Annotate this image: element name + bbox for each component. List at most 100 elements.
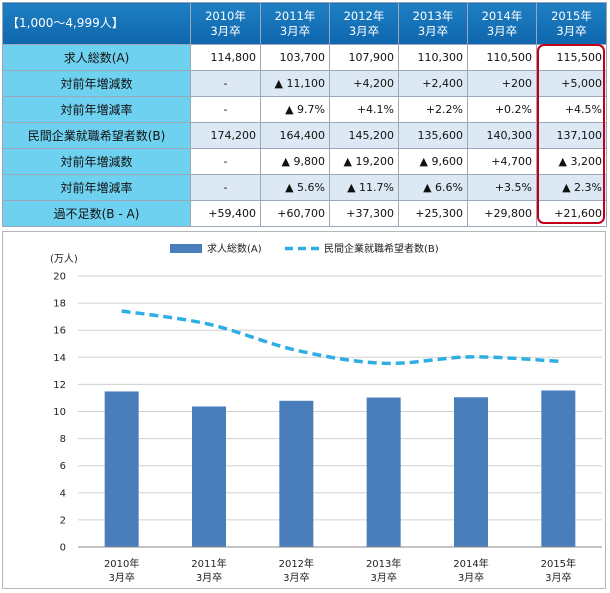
table-cell: +5,000 [536, 70, 607, 97]
table-cell: ▲ 11,100 [260, 70, 330, 97]
row-label: 対前年増減数 [2, 148, 191, 175]
table-header-row: 【1,000～4,999人】 2010年 3月卒 2011年 3月卒 2012年 3月… [2, 2, 607, 45]
table-cell: +25,300 [398, 200, 468, 227]
y-tick-label: 0 [60, 543, 66, 554]
y-tick-label: 8 [60, 434, 66, 445]
x-tick-label-month: 3月卒 [108, 571, 134, 584]
x-tick-label-month: 3月卒 [283, 571, 309, 584]
table-row: 対前年増減数 - ▲ 9,800 ▲ 19,200 ▲ 9,600 +4,700… [2, 148, 607, 175]
table-cell: - [190, 96, 261, 123]
column-header: 2010年 3月卒 [190, 2, 261, 45]
column-header: 2011年 3月卒 [260, 2, 330, 45]
column-header-month: 3月卒 [556, 23, 587, 38]
legend-swatch-bar [170, 244, 202, 253]
table-cell: +29,800 [467, 200, 537, 227]
table-cell: ▲ 9,800 [260, 148, 330, 175]
y-tick-label: 6 [60, 461, 66, 472]
y-tick-label: 20 [53, 272, 66, 283]
table-cell: 140,300 [467, 122, 537, 149]
table-cell: ▲ 9,600 [398, 148, 468, 175]
bar [454, 397, 488, 547]
bar [541, 390, 576, 547]
table-cell: +3.5% [467, 174, 537, 201]
table-cell: +37,300 [329, 200, 399, 227]
y-tick-label: 10 [53, 407, 66, 418]
table-cell: ▲ 5.6% [260, 174, 330, 201]
table-cell: 110,300 [398, 44, 468, 71]
x-tick-label-month: 3月卒 [196, 571, 222, 584]
column-header-year: 2013年 [412, 8, 454, 23]
column-header-month: 3月卒 [417, 23, 449, 38]
table-cell: ▲ 19,200 [329, 148, 399, 175]
table-cell: +4,700 [467, 148, 537, 175]
x-tick-label-month: 3月卒 [545, 571, 571, 584]
table-cell: 145,200 [329, 122, 399, 149]
y-tick-label: 12 [53, 380, 66, 391]
column-header: 2012年 3月卒 [329, 2, 399, 45]
y-gridlines [78, 275, 602, 521]
data-table: 【1,000～4,999人】 2010年 3月卒 2011年 3月卒 2012年 3月… [2, 2, 607, 227]
table-cell: ▲ 9.7% [260, 96, 330, 123]
x-tick-label-month: 3月卒 [458, 571, 484, 584]
table-cell: 114,800 [190, 44, 261, 71]
table-cell: +4.1% [329, 96, 399, 123]
table-cell: +21,600 [536, 200, 607, 227]
table-cell: +59,400 [190, 200, 261, 227]
table-cell: 115,500 [536, 44, 607, 71]
table-row: 求人総数(A) 114,800 103,700 107,900 110,300 … [2, 44, 607, 71]
y-tick-label: 16 [53, 326, 66, 337]
table-cell: +4,200 [329, 70, 399, 97]
legend-label-bar: 求人総数(A) [207, 242, 262, 255]
line-series [121, 309, 559, 366]
x-tick-label-year: 2013年 [366, 557, 401, 570]
table-row: 過不足数(B - A) +59,400 +60,700 +37,300 +25,… [2, 200, 607, 227]
table-corner-label: 【1,000～4,999人】 [2, 2, 191, 45]
table-cell: 174,200 [190, 122, 261, 149]
x-axis-labels: 2010年3月卒2011年3月卒2012年3月卒2013年3月卒2014年3月卒… [104, 557, 576, 584]
table-cell: - [190, 70, 261, 97]
column-header-year: 2014年 [481, 8, 523, 23]
bar [366, 397, 401, 547]
column-header: 2015年 3月卒 [536, 2, 607, 45]
table-cell: - [190, 174, 261, 201]
y-tick-label: 4 [60, 488, 66, 499]
bar [279, 400, 314, 547]
row-label: 民間企業就職希望者数(B) [2, 122, 191, 149]
x-tick-label-year: 2010年 [104, 557, 139, 570]
table-cell: +4.5% [536, 96, 607, 123]
column-header-year: 2015年 [551, 8, 592, 23]
column-header: 2013年 3月卒 [398, 2, 468, 45]
column-header-month: 3月卒 [210, 23, 241, 38]
chart: 求人総数(A) 民間企業就職希望者数(B) (万人) 0 2 4 6 8 10 12 14 16… [50, 242, 602, 584]
row-label: 求人総数(A) [2, 44, 191, 71]
table-cell: 103,700 [260, 44, 330, 71]
row-label: 対前年増減率 [2, 174, 191, 201]
row-label: 対前年増減率 [2, 96, 191, 123]
x-tick-label-month: 3月卒 [370, 571, 396, 584]
table-cell: +0.2% [467, 96, 537, 123]
table-cell: +60,700 [260, 200, 330, 227]
x-tick-label-year: 2011年 [191, 557, 226, 570]
table-row: 対前年増減率 - ▲ 9.7% +4.1% +2.2% +0.2% +4.5% [2, 96, 607, 123]
bar [192, 406, 226, 547]
column-header: 2014年 3月卒 [467, 2, 537, 45]
y-tick-label: 18 [53, 299, 66, 310]
y-tick-label: 2 [60, 515, 66, 526]
table-cell: +2,400 [398, 70, 468, 97]
table-cell: ▲ 6.6% [398, 174, 468, 201]
x-tick-label-year: 2014年 [453, 557, 488, 570]
row-label: 過不足数(B - A) [2, 200, 191, 227]
table-cell: ▲ 11.7% [329, 174, 399, 201]
bar [104, 391, 139, 547]
table-cell: +2.2% [398, 96, 468, 123]
table-cell: 137,100 [536, 122, 607, 149]
table-cell: +200 [467, 70, 537, 97]
column-header-month: 3月卒 [486, 23, 518, 38]
table-row: 対前年増減数 - ▲ 11,100 +4,200 +2,400 +200 +5,… [2, 70, 607, 97]
bar-series [104, 390, 576, 547]
series-line [121, 309, 559, 366]
y-axis-unit: (万人) [50, 253, 78, 265]
column-header-month: 3月卒 [279, 23, 311, 38]
legend-label-line: 民間企業就職希望者数(B) [324, 242, 439, 255]
table-row: 民間企業就職希望者数(B) 174,200 164,400 145,200 13… [2, 122, 607, 149]
